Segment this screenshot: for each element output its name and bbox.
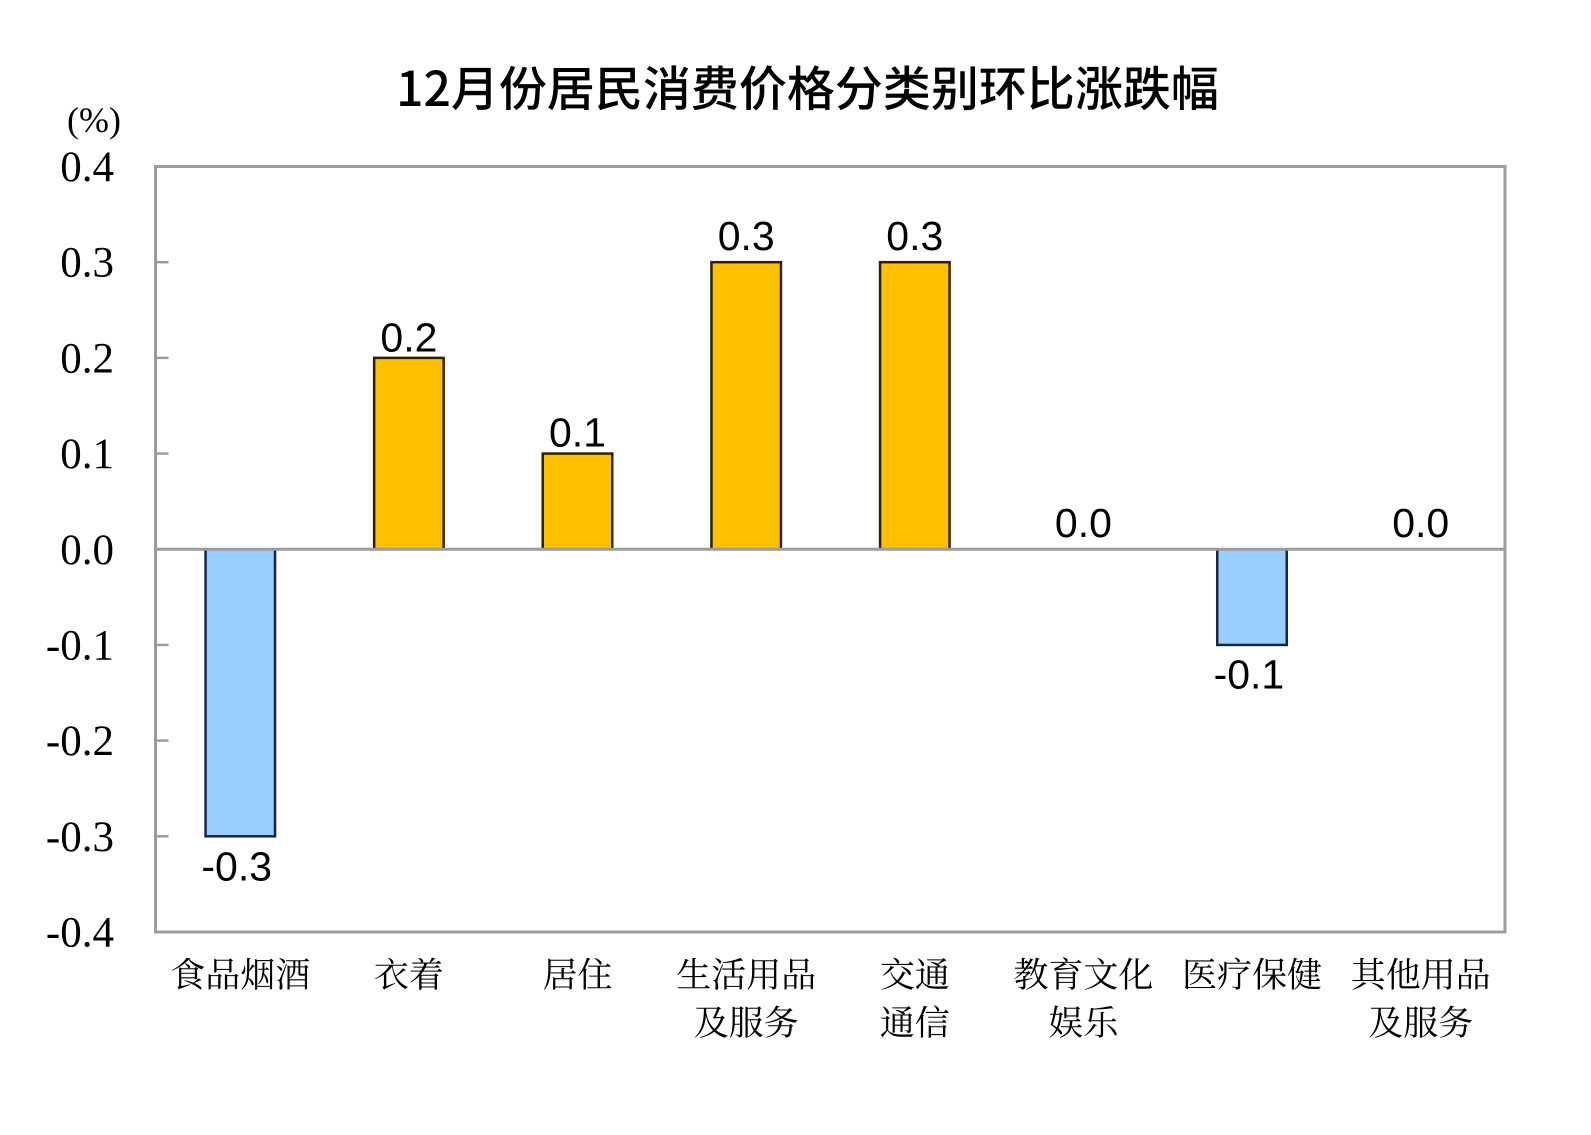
svg-text:(%): (%) bbox=[67, 100, 121, 140]
svg-text:0.3: 0.3 bbox=[886, 213, 943, 259]
svg-text:0.4: 0.4 bbox=[60, 144, 114, 191]
svg-text:0.1: 0.1 bbox=[60, 431, 114, 478]
svg-text:0.0: 0.0 bbox=[60, 527, 114, 574]
svg-text:0.2: 0.2 bbox=[380, 315, 437, 361]
svg-text:-0.4: -0.4 bbox=[46, 910, 114, 957]
svg-text:0.0: 0.0 bbox=[1392, 500, 1449, 546]
svg-text:0.3: 0.3 bbox=[60, 240, 114, 287]
svg-text:0.1: 0.1 bbox=[549, 410, 606, 456]
svg-text:0.2: 0.2 bbox=[60, 335, 114, 382]
svg-text:0.0: 0.0 bbox=[1055, 500, 1112, 546]
svg-text:0.3: 0.3 bbox=[718, 213, 775, 259]
svg-text:-0.3: -0.3 bbox=[46, 814, 114, 861]
svg-text:-0.2: -0.2 bbox=[46, 718, 114, 765]
svg-text:-0.1: -0.1 bbox=[1214, 652, 1285, 698]
svg-text:-0.3: -0.3 bbox=[201, 844, 272, 890]
svg-text:-0.1: -0.1 bbox=[46, 622, 114, 669]
